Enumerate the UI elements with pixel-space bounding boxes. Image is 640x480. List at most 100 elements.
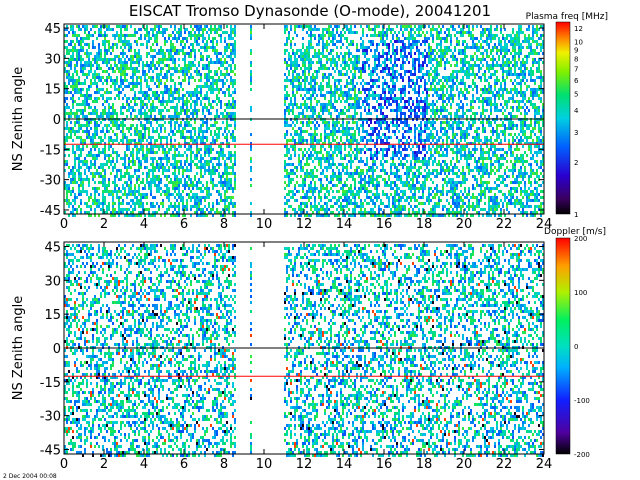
data-cell bbox=[174, 82, 176, 85]
data-cell bbox=[174, 121, 176, 124]
data-cell bbox=[312, 148, 314, 151]
data-cell bbox=[230, 58, 232, 61]
data-cell bbox=[160, 109, 162, 112]
data-cell bbox=[340, 163, 342, 166]
data-cell bbox=[120, 52, 122, 55]
data-cell bbox=[206, 160, 208, 163]
data-cell bbox=[250, 106, 252, 109]
data-cell bbox=[354, 187, 356, 190]
data-cell bbox=[304, 49, 306, 52]
data-cell bbox=[164, 43, 166, 46]
data-cell bbox=[200, 46, 202, 49]
data-cell bbox=[94, 175, 96, 178]
data-cell bbox=[284, 187, 286, 190]
data-cell bbox=[172, 205, 174, 208]
data-cell bbox=[382, 70, 384, 73]
data-cell bbox=[336, 115, 338, 118]
data-cell bbox=[216, 112, 218, 115]
data-cell bbox=[308, 82, 310, 85]
data-cell bbox=[112, 190, 114, 193]
data-cell bbox=[116, 127, 118, 130]
data-cell bbox=[164, 166, 166, 169]
data-cell bbox=[286, 37, 288, 40]
data-cell bbox=[68, 190, 70, 193]
data-cell bbox=[68, 202, 70, 205]
data-cell bbox=[176, 109, 178, 112]
data-cell bbox=[300, 139, 302, 142]
data-cell bbox=[164, 91, 166, 94]
data-cell bbox=[184, 187, 186, 190]
data-cell bbox=[196, 202, 198, 205]
data-cell bbox=[300, 106, 302, 109]
data-cell bbox=[132, 82, 134, 85]
data-cell bbox=[232, 58, 234, 61]
data-cell bbox=[96, 52, 98, 55]
data-cell bbox=[326, 76, 328, 79]
data-cell bbox=[320, 205, 322, 208]
data-cell bbox=[112, 142, 114, 145]
data-cell bbox=[344, 52, 346, 55]
data-cell bbox=[130, 124, 132, 127]
data-cell bbox=[108, 61, 110, 64]
data-cell bbox=[288, 124, 290, 127]
data-cell bbox=[156, 40, 158, 43]
data-cell bbox=[130, 184, 132, 187]
data-cell bbox=[328, 208, 330, 211]
data-cell bbox=[322, 214, 324, 217]
data-cell bbox=[384, 70, 386, 73]
data-cell bbox=[124, 181, 126, 184]
data-cell bbox=[144, 193, 146, 196]
data-cell bbox=[72, 151, 74, 154]
data-cell bbox=[154, 169, 156, 172]
data-cell bbox=[312, 121, 314, 124]
data-cell bbox=[228, 157, 230, 160]
data-cell bbox=[118, 67, 120, 70]
data-cell bbox=[134, 40, 136, 43]
data-cell bbox=[106, 28, 108, 31]
data-cell bbox=[380, 148, 382, 151]
data-cell bbox=[160, 100, 162, 103]
data-cell bbox=[304, 193, 306, 196]
data-cell bbox=[98, 154, 100, 157]
data-cell bbox=[286, 94, 288, 97]
data-cell bbox=[116, 190, 118, 193]
data-cell bbox=[312, 91, 314, 94]
data-cell bbox=[138, 193, 140, 196]
data-cell bbox=[70, 40, 72, 43]
data-cell bbox=[164, 28, 166, 31]
data-cell bbox=[208, 67, 210, 70]
data-cell bbox=[128, 34, 130, 37]
data-cell bbox=[202, 166, 204, 169]
data-cell bbox=[390, 193, 392, 196]
data-cell bbox=[140, 76, 142, 79]
data-cell bbox=[154, 91, 156, 94]
data-cell bbox=[108, 76, 110, 79]
data-cell bbox=[156, 76, 158, 79]
data-cell bbox=[328, 190, 330, 193]
data-cell bbox=[66, 160, 68, 163]
data-cell bbox=[170, 115, 172, 118]
data-cell bbox=[164, 121, 166, 124]
data-cell bbox=[114, 187, 116, 190]
data-cell bbox=[370, 127, 372, 130]
data-cell bbox=[152, 205, 154, 208]
data-cell bbox=[336, 178, 338, 181]
data-cell bbox=[352, 82, 354, 85]
data-cell bbox=[176, 211, 178, 214]
data-cell bbox=[348, 103, 350, 106]
data-cell bbox=[162, 157, 164, 160]
data-cell bbox=[138, 61, 140, 64]
data-cell bbox=[122, 130, 124, 133]
data-cell bbox=[112, 106, 114, 109]
data-cell bbox=[314, 49, 316, 52]
data-cell bbox=[360, 211, 362, 214]
data-cell bbox=[182, 202, 184, 205]
data-cell bbox=[330, 187, 332, 190]
data-cell bbox=[382, 163, 384, 166]
data-cell bbox=[78, 58, 80, 61]
data-cell bbox=[176, 184, 178, 187]
data-cell bbox=[362, 52, 364, 55]
data-cell bbox=[284, 43, 286, 46]
data-cell bbox=[136, 196, 138, 199]
data-cell bbox=[100, 34, 102, 37]
